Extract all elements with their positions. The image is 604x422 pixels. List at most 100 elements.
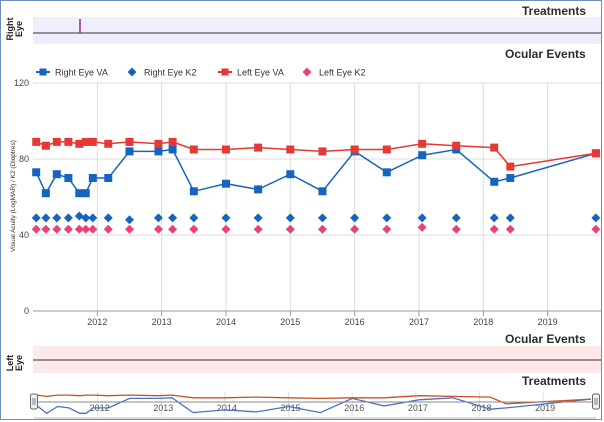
legend-marker-diamond — [127, 67, 137, 77]
left-events-title: Ocular Events — [505, 332, 586, 346]
data-point-square — [81, 137, 90, 146]
data-point-square — [490, 177, 499, 186]
data-point-square — [418, 139, 427, 148]
navigator-right-handle[interactable] — [592, 393, 600, 410]
data-point-diamond — [88, 224, 98, 234]
data-point-square — [75, 189, 84, 198]
data-point-square — [52, 170, 61, 179]
y-tick-label: 120 — [14, 78, 29, 88]
data-point-diamond — [41, 224, 51, 234]
data-point-diamond — [63, 224, 73, 234]
data-point-square — [254, 143, 263, 152]
navigator-left-handle[interactable] — [30, 393, 38, 410]
grid: 0 40 80 120 2012 2013 2014 2015 2016 2017 2018 2019 — [14, 78, 601, 327]
data-point-square — [168, 145, 177, 154]
legend-marker-square — [221, 68, 229, 76]
data-point-diamond — [124, 215, 134, 225]
legend-item: Right Eye VA — [36, 68, 108, 78]
data-point-diamond — [74, 211, 84, 221]
data-point-square — [382, 145, 391, 154]
data-point-diamond — [63, 213, 73, 223]
data-point-diamond — [221, 224, 231, 234]
legend-item: Left Eye K2 — [302, 67, 366, 78]
navigator[interactable]: 2012 2013 2014 2015 2016 2017 2018 2019 — [30, 391, 600, 419]
series-line — [35, 148, 597, 195]
y-tick-label: 0 — [24, 306, 29, 316]
right-treatments-title: Treatments — [522, 4, 587, 18]
right-events-title: Ocular Events — [505, 47, 586, 61]
data-point-diamond — [31, 213, 41, 223]
data-point-diamond — [31, 224, 41, 234]
data-point-square — [350, 145, 359, 154]
x-tick-label: 2016 — [345, 317, 365, 327]
data-point-diamond — [417, 222, 427, 232]
data-point-square — [104, 139, 113, 148]
handle-body — [30, 393, 38, 410]
data-point-diamond — [81, 224, 91, 234]
legend-label: Left Eye VA — [237, 68, 284, 78]
data-point-square — [64, 137, 73, 146]
y-tick-label: 80 — [19, 154, 29, 164]
data-point-diamond — [253, 224, 263, 234]
data-point-square — [125, 147, 134, 156]
series-left-eye-k2 — [31, 222, 601, 234]
data-point-square — [32, 168, 41, 177]
data-point-square — [490, 143, 499, 152]
data-point-square — [125, 137, 134, 146]
data-point-diamond — [221, 213, 231, 223]
data-point-square — [286, 170, 295, 179]
navigator-tick-label: 2019 — [535, 403, 555, 413]
data-point-square — [88, 137, 97, 146]
data-point-diamond — [103, 224, 113, 234]
data-point-diamond — [350, 213, 360, 223]
data-point-square — [189, 187, 198, 196]
legend-label: Right Eye VA — [55, 68, 108, 78]
left-treatments-title: Treatments — [522, 374, 587, 388]
handle-body — [592, 393, 600, 410]
data-point-square — [418, 151, 427, 160]
data-point-square — [452, 141, 461, 150]
data-point-diamond — [489, 224, 499, 234]
navigator-tick-label: 2013 — [153, 403, 173, 413]
data-point-diamond — [382, 224, 392, 234]
data-point-diamond — [350, 224, 360, 234]
data-point-square — [189, 145, 198, 154]
navigator-tick-label: 2016 — [344, 403, 364, 413]
data-point-diamond — [52, 213, 62, 223]
data-point-square — [75, 139, 84, 148]
navigator-tick-label: 2017 — [408, 403, 428, 413]
data-point-square — [382, 168, 391, 177]
data-point-diamond — [253, 213, 263, 223]
data-point-diamond — [285, 213, 295, 223]
data-point-diamond — [189, 213, 199, 223]
navigator-tick-label: 2014 — [217, 403, 237, 413]
data-point-diamond — [317, 213, 327, 223]
navigator-tick-label: 2015 — [281, 403, 301, 413]
data-point-diamond — [124, 224, 134, 234]
legend-label: Right Eye K2 — [144, 68, 197, 78]
data-point-square — [506, 174, 515, 182]
x-tick-label: 2014 — [216, 317, 236, 327]
data-point-diamond — [489, 213, 499, 223]
data-point-diamond — [41, 213, 51, 223]
data-point-square — [41, 141, 50, 150]
navigator-tick-label: 2018 — [472, 403, 492, 413]
x-tick-label: 2013 — [152, 317, 172, 327]
y-axis-label: Visual Acuity (LogMAR) / K2 (Dioptres) — [10, 140, 17, 252]
data-point-diamond — [153, 213, 163, 223]
data-point-square — [81, 189, 90, 198]
data-point-square — [318, 147, 327, 156]
x-tick-label: 2019 — [538, 317, 558, 327]
data-point-diamond — [591, 224, 601, 234]
data-point-diamond — [153, 224, 163, 234]
y-tick-label: 40 — [19, 230, 29, 240]
data-point-diamond — [52, 224, 62, 234]
data-point-square — [32, 137, 41, 146]
data-point-square — [286, 145, 295, 154]
series-right-eye-k2 — [31, 211, 601, 225]
series-right-eye-va — [32, 145, 600, 198]
data-point-square — [88, 174, 97, 182]
data-point-square — [154, 147, 163, 156]
